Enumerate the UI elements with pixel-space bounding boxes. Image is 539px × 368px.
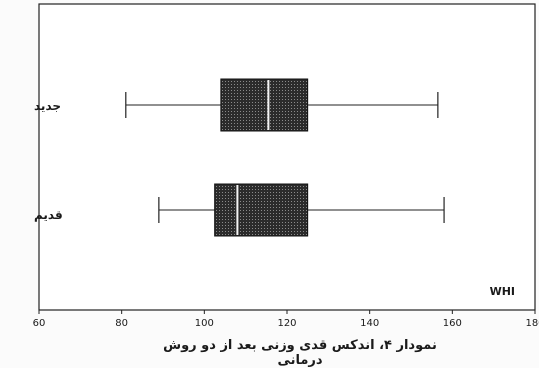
iqr-box bbox=[214, 183, 309, 237]
x-tick-label: 180 bbox=[525, 318, 539, 329]
x-tick-label: 60 bbox=[33, 318, 46, 329]
category-label: جدید bbox=[34, 99, 61, 113]
figure-caption: نمودار ۴، اندکس قدی وزنی بعد از دو روش د… bbox=[163, 338, 437, 368]
iqr-box bbox=[220, 78, 309, 132]
corner-label: WHI bbox=[490, 285, 515, 298]
box-plots bbox=[125, 78, 445, 237]
x-tick-label: 140 bbox=[360, 318, 379, 329]
category-label: قدیم bbox=[34, 208, 63, 222]
x-tick-label: 160 bbox=[443, 318, 462, 329]
x-tick-label: 100 bbox=[195, 318, 214, 329]
x-tick-label: 120 bbox=[277, 318, 296, 329]
plot-frame bbox=[38, 3, 536, 311]
x-tick-label: 80 bbox=[115, 318, 128, 329]
x-axis-ticks: 60 80 100 120 140 160 180 bbox=[33, 310, 539, 329]
